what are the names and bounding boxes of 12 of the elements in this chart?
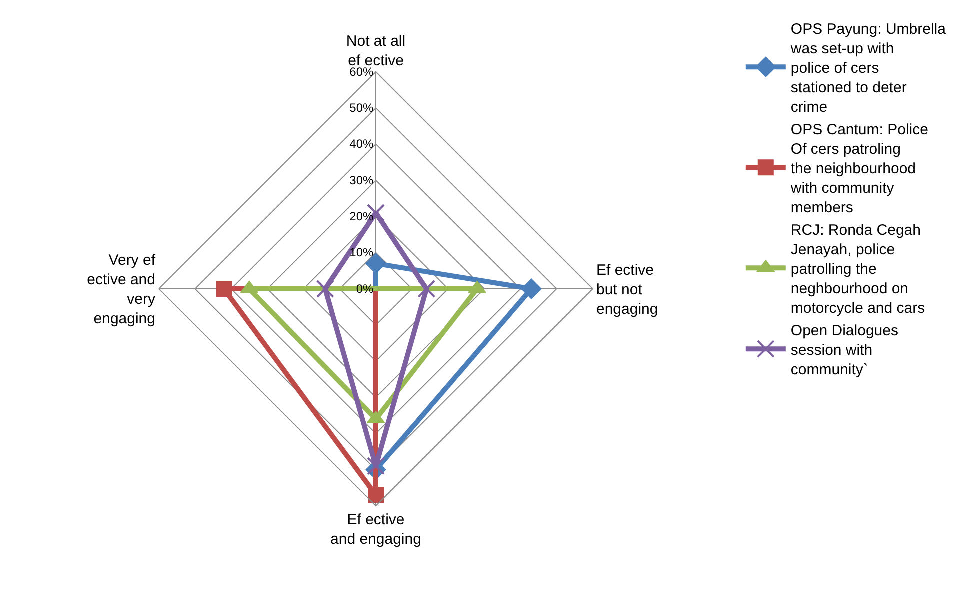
spoke-label: Ef ective but not engaging <box>596 262 658 318</box>
spoke-label: Very ef ective and very engaging <box>87 252 156 328</box>
y-tick-label: 10% <box>350 246 374 260</box>
legend-label: OPS Payung: Umbrella was set-up with police of cers stationed to deter crime <box>790 20 947 116</box>
legend-label: RCJ: Ronda Cegah Jenayah, police patrolling the neghbourhood on motorcycle and cars <box>790 222 926 317</box>
y-tick-label: 50% <box>350 101 374 116</box>
legend-label: Open Dialogues session with community` <box>790 322 898 378</box>
legend-label: OPS Cantum: Police Of cers patroling the neighbourhood with community members <box>790 121 928 216</box>
y-tick-label: 30% <box>350 173 374 188</box>
spoke-label: Ef ective and engaging <box>330 512 422 548</box>
y-tick-label: 40% <box>350 137 374 152</box>
y-tick-label: 60% <box>350 64 374 79</box>
